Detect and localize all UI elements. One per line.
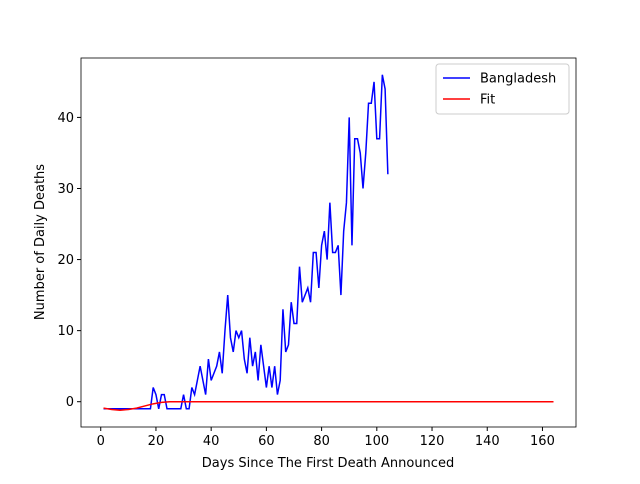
series-line	[103, 400, 554, 411]
y-axis-label: Number of Daily Deaths	[33, 164, 48, 320]
y-tick-label: 30	[57, 182, 74, 197]
x-tick-label: 140	[475, 434, 500, 449]
y-tick-label: 40	[57, 111, 74, 126]
x-tick-label: 20	[148, 434, 165, 449]
x-tick-label: 160	[530, 434, 555, 449]
legend-box	[435, 63, 570, 115]
plot-frame	[80, 57, 577, 428]
x-tick-label: 100	[364, 434, 389, 449]
y-tick-label: 0	[66, 395, 74, 410]
series-line	[103, 74, 389, 410]
x-tick-label: 60	[258, 434, 275, 449]
x-tick-label: 40	[203, 434, 220, 449]
x-axis-label: Days Since The First Death Announced	[202, 456, 454, 471]
x-tick-label: 120	[420, 434, 445, 449]
x-tick-label: 0	[97, 434, 105, 449]
legend-label: Bangladesh	[480, 72, 556, 87]
y-tick-label: 10	[57, 324, 74, 339]
x-tick-label: 80	[313, 434, 330, 449]
legend-label: Fit	[480, 93, 495, 108]
y-tick-label: 20	[57, 253, 74, 268]
